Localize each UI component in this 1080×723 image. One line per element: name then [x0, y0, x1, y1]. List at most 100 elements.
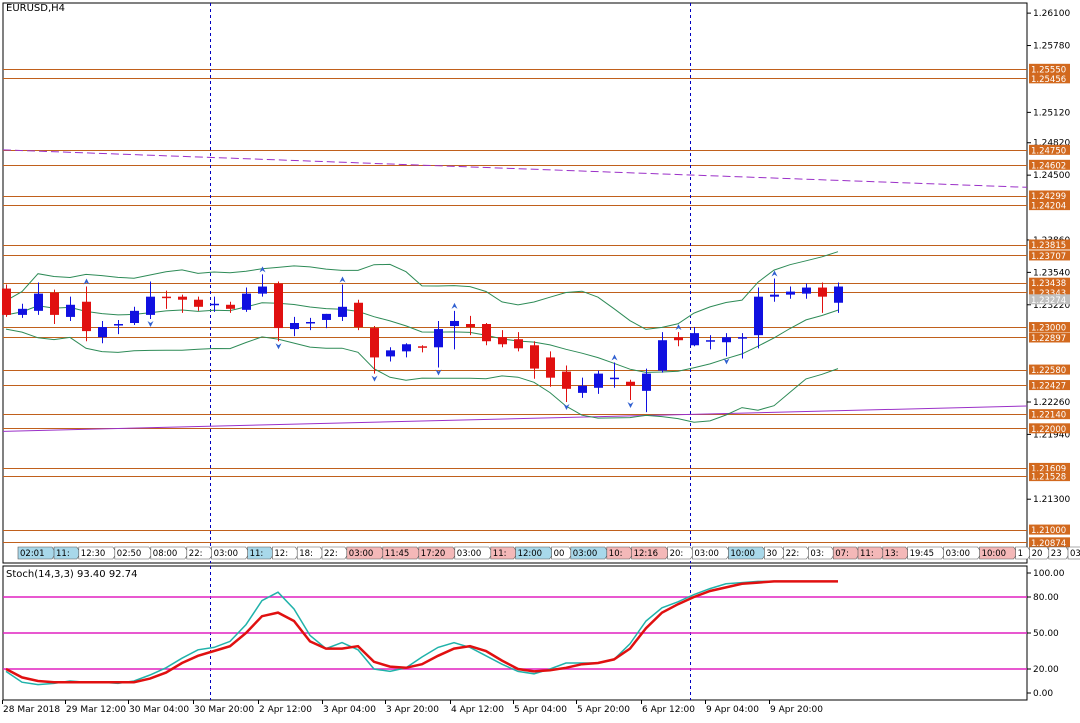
candlestick[interactable] — [242, 287, 251, 312]
candlestick[interactable] — [706, 335, 715, 350]
candlestick[interactable] — [114, 319, 123, 335]
candlestick[interactable] — [386, 347, 395, 362]
session-time-box[interactable]: 03:00 — [346, 546, 386, 560]
session-time-box[interactable]: 13: — [882, 546, 910, 560]
candlestick[interactable] — [322, 313, 331, 329]
candlestick[interactable] — [546, 351, 555, 387]
session-time-box[interactable]: 11:45 — [382, 546, 422, 560]
session-time-box[interactable]: 12: — [272, 546, 300, 560]
candlestick[interactable] — [66, 296, 75, 321]
session-time-box[interactable]: 03:00 — [454, 546, 494, 560]
session-time-box[interactable]: 22: — [783, 546, 811, 560]
session-time-box[interactable]: 12:16 — [631, 546, 670, 560]
session-time-box[interactable]: 02:50 — [114, 546, 154, 560]
candlestick[interactable] — [530, 341, 539, 379]
fractal-up-arrow — [259, 266, 266, 273]
candlestick[interactable] — [194, 296, 203, 311]
session-time-box[interactable]: 03:00 — [692, 546, 731, 560]
session-time-box[interactable]: 22: — [321, 546, 350, 560]
candlestick[interactable] — [34, 282, 43, 315]
candlestick[interactable] — [658, 332, 667, 373]
time-tick-label: 5 Apr 20:00 — [577, 705, 630, 715]
candlestick[interactable] — [290, 316, 299, 337]
candlestick[interactable] — [610, 362, 619, 388]
session-time-box[interactable]: 03:00 — [570, 546, 610, 560]
session-time-box[interactable]: 03:00 — [1067, 546, 1080, 560]
candlestick[interactable] — [642, 368, 651, 413]
session-time-box[interactable]: 03:00 — [943, 546, 982, 560]
candlestick[interactable] — [722, 333, 731, 357]
session-time-box[interactable]: 11: — [53, 546, 82, 560]
candlestick[interactable] — [402, 343, 411, 358]
session-time-box[interactable]: 08:00 — [150, 546, 190, 560]
candlestick[interactable] — [578, 377, 587, 398]
session-time-box[interactable]: 07: — [832, 546, 861, 560]
candlestick[interactable] — [674, 332, 683, 347]
candlestick[interactable] — [482, 323, 491, 346]
candlestick[interactable] — [418, 345, 427, 353]
candlestick[interactable] — [98, 320, 107, 344]
candlestick[interactable] — [626, 379, 635, 400]
candlestick[interactable] — [130, 306, 139, 326]
session-time-box[interactable]: 10:00 — [728, 546, 767, 560]
session-time-box[interactable]: 1 — [1015, 546, 1032, 560]
candlestick[interactable] — [802, 283, 811, 299]
candlestick[interactable] — [818, 282, 827, 313]
candlestick[interactable] — [498, 330, 507, 348]
candlestick[interactable] — [18, 303, 27, 318]
candlestick[interactable] — [370, 326, 379, 374]
session-time-box[interactable]: 18: — [296, 546, 325, 560]
session-time-box[interactable]: 00 — [551, 546, 574, 560]
candlestick[interactable] — [562, 365, 571, 402]
level-price-label: 1.22580 — [1031, 366, 1066, 376]
session-time-box[interactable]: 20 — [1029, 546, 1052, 560]
session-time-box[interactable]: 20: — [667, 546, 695, 560]
candlestick[interactable] — [514, 332, 523, 352]
candlestick[interactable] — [258, 274, 267, 297]
candlestick[interactable] — [274, 281, 283, 342]
candlestick[interactable] — [338, 284, 347, 321]
candlestick[interactable] — [434, 320, 443, 368]
candlestick[interactable] — [2, 284, 11, 317]
candlestick[interactable] — [754, 287, 763, 349]
candlestick[interactable] — [146, 281, 155, 319]
candlestick[interactable] — [834, 282, 843, 313]
candle-body — [562, 371, 571, 389]
candle-body — [66, 304, 75, 317]
trendline-dashed[interactable] — [2, 149, 1028, 188]
session-time-box[interactable]: 10: — [606, 546, 634, 560]
session-time-box[interactable]: 19:45 — [907, 546, 946, 560]
candlestick[interactable] — [178, 294, 187, 313]
candlestick[interactable] — [738, 333, 747, 359]
candlestick[interactable] — [594, 370, 603, 394]
session-time-box[interactable]: 03: — [808, 546, 836, 560]
candlestick[interactable] — [354, 299, 363, 331]
session-time-box[interactable]: 11: — [490, 546, 518, 560]
session-time-box[interactable]: 11: — [857, 546, 886, 560]
session-time-box[interactable]: 10:00 — [979, 546, 1018, 560]
candlestick[interactable] — [306, 317, 315, 331]
candlestick[interactable] — [690, 327, 699, 347]
session-time-box[interactable]: 02:01 — [17, 546, 57, 560]
session-time-box[interactable]: 03:00 — [211, 546, 250, 560]
candlestick[interactable] — [770, 278, 779, 302]
candlestick[interactable] — [210, 296, 219, 312]
session-time-box[interactable]: 12:30 — [78, 546, 118, 560]
session-time-box[interactable]: 22: — [186, 546, 214, 560]
candlestick[interactable] — [162, 290, 171, 309]
session-time-box[interactable]: 12:00 — [515, 546, 554, 560]
session-time-box[interactable]: 30 — [764, 546, 786, 560]
session-time-box[interactable]: 11: — [247, 546, 275, 560]
candlestick[interactable] — [450, 310, 459, 350]
candlestick[interactable] — [786, 286, 795, 299]
candlestick[interactable] — [82, 286, 91, 342]
session-time-box[interactable]: 17:20 — [418, 546, 458, 560]
candlestick[interactable] — [50, 289, 59, 325]
candle-body — [2, 288, 11, 315]
candlestick[interactable] — [226, 301, 235, 313]
session-time-box[interactable]: 23 — [1048, 546, 1071, 560]
trendline-solid[interactable] — [2, 405, 1028, 432]
candlestick[interactable] — [466, 315, 475, 336]
